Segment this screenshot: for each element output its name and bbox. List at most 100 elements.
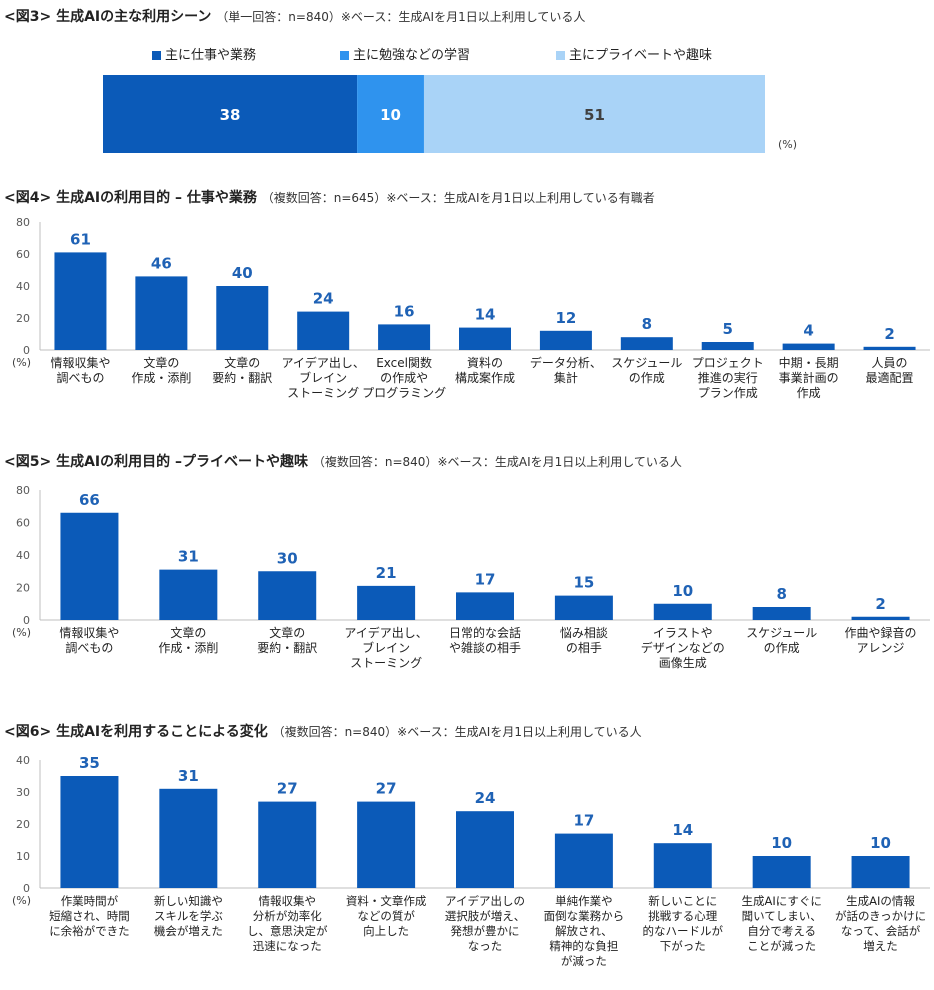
category-label: 資料・文章作成などの質が向上した [346, 894, 427, 938]
data-label: 31 [178, 767, 199, 785]
legend-label: 主に仕事や業務 [165, 48, 257, 63]
data-label: 8 [776, 585, 786, 603]
data-label: 35 [79, 754, 100, 772]
bar [456, 811, 514, 888]
fig3-segment-label: 38 [220, 106, 241, 124]
fig4-title: <図4> 生成AIの利用目的 – 仕事や業務 （複数回答：n=645）※ベース：… [4, 187, 655, 207]
legend-swatch [340, 51, 349, 60]
category-label: スケジュールの作成 [746, 626, 817, 655]
bar [54, 252, 107, 350]
bar [357, 585, 416, 620]
data-label: 40 [232, 264, 253, 282]
bar [135, 276, 188, 350]
category-label: プロジェクト推進の実行プラン作成 [692, 356, 764, 400]
data-label: 24 [475, 789, 496, 807]
category-label: 情報収集や調べもの [50, 355, 110, 385]
fig3-subtitle: （単一回答：n=840）※ベース：生成AIを月1日以上利用している人 [216, 10, 586, 24]
data-label: 2 [875, 595, 885, 613]
fig4-title-text: <図4> 生成AIの利用目的 – 仕事や業務 [4, 190, 257, 206]
category-label: 文章の要約・翻訳 [257, 625, 317, 655]
bar [752, 607, 811, 620]
fig3-segment [103, 75, 358, 153]
category-label: 情報収集や調べもの [59, 625, 119, 655]
bar [653, 843, 712, 888]
y-tick-label: 40 [16, 280, 30, 293]
bar [863, 346, 916, 350]
data-label: 24 [313, 290, 334, 308]
bar [851, 856, 910, 888]
bar [752, 856, 811, 888]
bar [258, 801, 317, 888]
fig6-title-text: <図6> 生成AIを利用することによる変化 [4, 724, 268, 740]
data-label: 61 [70, 230, 91, 248]
data-label: 31 [178, 548, 199, 566]
bar [216, 286, 269, 350]
bar [701, 342, 754, 350]
fig3-legend-item-study: 主に勉強などの学習 [340, 44, 470, 63]
bar [60, 776, 119, 888]
y-tick-label: 10 [16, 850, 30, 863]
bar [258, 571, 317, 620]
category-label: 新しい知識やスキルを学ぶ機会が増えた [154, 894, 223, 938]
fig3-unit: (%) [778, 138, 797, 151]
category-label: 生成AIにすぐに聞いてしまい、自分で考えることが減った [741, 894, 821, 953]
fig5-subtitle: （複数回答：n=840）※ベース：生成AIを月1日以上利用している人 [312, 455, 682, 469]
data-label: 5 [723, 320, 733, 338]
data-label: 15 [573, 574, 594, 592]
y-tick-label: 60 [16, 517, 30, 530]
fig4-subtitle: （複数回答：n=645）※ベース：生成AIを月1日以上利用している有職者 [261, 191, 655, 205]
fig6-subtitle: （複数回答：n=840）※ベース：生成AIを月1日以上利用している人 [272, 725, 642, 739]
category-label: 資料の構成案作成 [455, 356, 515, 385]
category-label: 文章の要約・翻訳 [212, 355, 272, 385]
category-label: 作業時間が短縮され、時間に余裕ができた [49, 894, 130, 938]
category-label: アイデア出し、ブレインストーミング [281, 355, 364, 400]
fig3-legend-item-private: 主にプライベートや趣味 [556, 44, 712, 63]
y-tick-label: 20 [16, 818, 30, 831]
category-label: 日常的な会話や雑談の相手 [449, 625, 521, 655]
legend-label: 主に勉強などの学習 [353, 48, 471, 63]
bar [851, 616, 910, 620]
bar [620, 337, 673, 350]
bar [456, 592, 514, 620]
fig6-title: <図6> 生成AIを利用することによる変化 （複数回答：n=840）※ベース：生… [4, 721, 642, 741]
bar [554, 833, 613, 888]
category-label: データ分析、集計 [530, 355, 602, 385]
bar [60, 512, 119, 620]
legend-swatch [152, 51, 161, 60]
data-label: 16 [394, 302, 415, 320]
fig5-title: <図5> 生成AIの利用目的 –プライベートや趣味 （複数回答：n=840）※ベ… [4, 451, 682, 471]
category-label: 文章の作成・添削 [158, 625, 218, 655]
data-label: 27 [376, 780, 397, 798]
category-label: 悩み相談の相手 [560, 625, 608, 655]
category-label: 単純作業や面倒な業務から解放され、精神的な負担が減った [544, 894, 625, 968]
category-label: 生成AIの情報が話のきっかけになって、会話が増えた [835, 894, 926, 953]
bar [459, 327, 511, 350]
category-label: アイデア出し、ブレインストーミング [344, 625, 427, 670]
data-label: 21 [376, 564, 397, 582]
fig3-title: <図3> 生成AIの主な利用シーン （単一回答：n=840）※ベース：生成AIを… [4, 6, 585, 26]
bar [653, 603, 712, 620]
data-label: 17 [573, 812, 594, 830]
data-label: 66 [79, 491, 100, 509]
data-label: 30 [277, 549, 298, 567]
data-label: 2 [884, 325, 894, 343]
bar [357, 801, 416, 888]
data-label: 10 [672, 582, 693, 600]
data-label: 10 [771, 834, 792, 852]
fig3-segment [357, 75, 424, 153]
bar [539, 330, 592, 350]
category-label: 新しいことに挑戦する心理的なハードルが下がった [643, 894, 724, 953]
bar [782, 343, 835, 350]
data-label: 8 [642, 315, 652, 333]
y-tick-label: 60 [16, 248, 30, 261]
category-label: Excel関数の作成やプログラミング [362, 355, 446, 400]
unit-label: (%) [12, 356, 31, 369]
data-label: 4 [803, 322, 813, 340]
fig3-title-text: <図3> 生成AIの主な利用シーン [4, 9, 212, 25]
y-tick-label: 0 [23, 614, 30, 627]
y-tick-label: 40 [16, 549, 30, 562]
bar [297, 311, 350, 350]
category-label: アイデア出しの選択肢が増え、発想が豊かになった [445, 894, 526, 953]
fig3-segment [423, 75, 765, 153]
